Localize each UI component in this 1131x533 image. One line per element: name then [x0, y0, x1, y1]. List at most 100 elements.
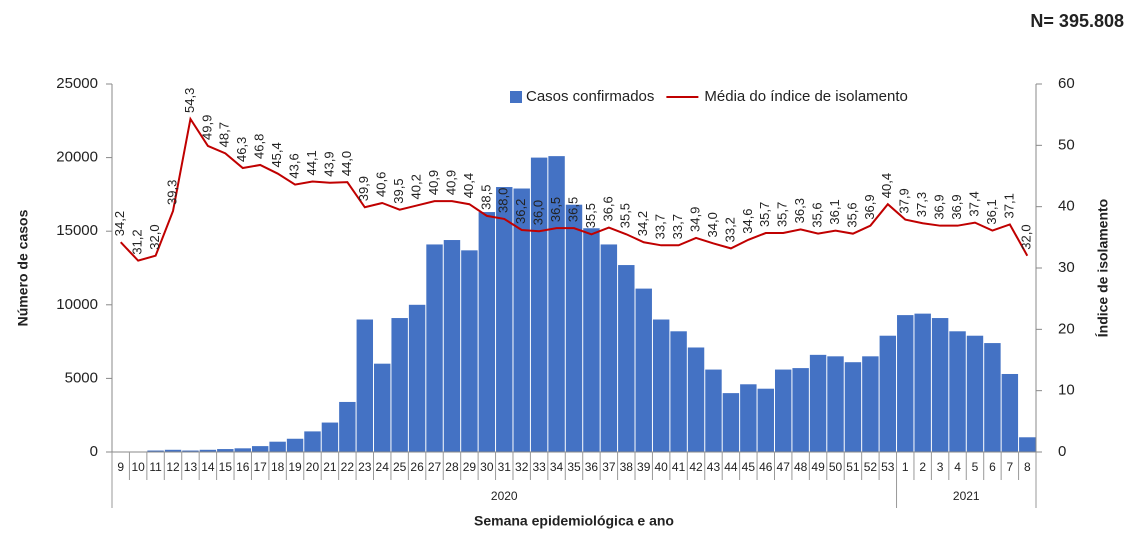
x-tick-label: 10 [131, 460, 145, 474]
x-tick-label: 25 [393, 460, 407, 474]
data-label: 37,4 [966, 191, 981, 216]
data-label: 35,7 [775, 202, 790, 227]
x-tick-label: 46 [759, 460, 773, 474]
data-label: 35,5 [583, 203, 598, 228]
y-tick-label: 15000 [56, 222, 98, 239]
data-label: 33,7 [653, 214, 668, 239]
y2-tick-label: 0 [1058, 443, 1066, 460]
bar [600, 244, 618, 452]
bar [722, 393, 740, 452]
y-tick-label: 20000 [56, 149, 98, 166]
x-tick-label: 50 [829, 460, 843, 474]
line [119, 116, 1029, 262]
bar [879, 335, 897, 452]
year-label: 2021 [953, 489, 980, 503]
x-tick-label: 19 [288, 460, 302, 474]
data-label: 40,6 [374, 172, 389, 197]
bar [931, 318, 949, 452]
bar [844, 362, 862, 452]
x-tick-label: 9 [117, 460, 124, 474]
x-tick-label: 11 [149, 460, 162, 474]
x-axis-title: Semana epidemiológica e ano [474, 513, 674, 529]
x-tick-label: 53 [881, 460, 895, 474]
data-label: 45,4 [269, 142, 284, 167]
data-label: 33,2 [722, 217, 737, 242]
bar [164, 449, 182, 452]
y-tick-label: 25000 [56, 75, 98, 92]
y2-tick-label: 20 [1058, 320, 1075, 337]
y2-tick-label: 30 [1058, 259, 1075, 276]
x-tick-label: 47 [777, 460, 791, 474]
x-tick-label: 27 [428, 460, 442, 474]
data-label: 36,0 [531, 200, 546, 225]
data-label: 40,4 [461, 173, 476, 198]
bar [234, 448, 251, 452]
x-tick-label: 2 [919, 460, 926, 474]
x-tick-label: 24 [376, 460, 390, 474]
data-label: 40,2 [409, 174, 424, 199]
data-label: 36,9 [862, 194, 877, 219]
legend-swatch [510, 91, 522, 103]
bar [496, 187, 513, 453]
data-label: 36,9 [932, 194, 947, 219]
bar [862, 356, 879, 452]
x-tick-label: 38 [620, 460, 634, 474]
x-tick-label: 52 [864, 460, 878, 474]
data-label: 54,3 [182, 88, 197, 113]
bar [461, 250, 478, 452]
data-label: 39,3 [164, 180, 179, 205]
data-label: 35,6 [810, 202, 825, 227]
legend-label: Média do índice de isolamento [704, 88, 907, 105]
bar [408, 304, 426, 452]
data-label: 34,6 [740, 208, 755, 233]
bar [304, 431, 321, 452]
data-label: 34,2 [635, 211, 650, 236]
bar [827, 356, 844, 452]
y-tick-label: 5000 [65, 369, 98, 386]
bar [321, 422, 339, 452]
y-tick-label: 10000 [56, 296, 98, 313]
data-label: 33,7 [670, 214, 685, 239]
bar [199, 449, 217, 452]
data-label: 34,9 [687, 207, 702, 232]
legend-label: Casos confirmados [526, 88, 654, 105]
data-label: 36,3 [792, 198, 807, 223]
data-label: 35,6 [844, 202, 859, 227]
x-tick-label: 40 [654, 460, 668, 474]
data-label: 46,3 [234, 137, 249, 162]
x-tick-label: 1 [902, 460, 909, 474]
x-tick-label: 32 [515, 460, 529, 474]
bar [705, 369, 722, 452]
data-label: 38,0 [496, 188, 511, 213]
data-label: 37,3 [914, 192, 929, 217]
x-tick-label: 49 [811, 460, 825, 474]
x-tick-label: 12 [166, 460, 180, 474]
data-label: 36,1 [984, 199, 999, 224]
bar [1019, 437, 1036, 452]
bar [147, 450, 164, 452]
y2-axis-title: Índice de isolamento [1095, 199, 1111, 337]
x-tick-label: 48 [794, 460, 808, 474]
data-label: 48,7 [217, 122, 232, 147]
data-label: 37,9 [897, 188, 912, 213]
y2-tick-label: 10 [1058, 382, 1075, 399]
x-tick-label: 43 [707, 460, 721, 474]
x-tick-label: 3 [937, 460, 944, 474]
y2-tick-label: 60 [1058, 75, 1075, 92]
bar [670, 331, 687, 452]
bar [809, 354, 827, 452]
bar [1001, 373, 1019, 452]
x-tick-label: 51 [846, 460, 860, 474]
x-tick-label: 44 [724, 460, 738, 474]
data-label: 39,5 [391, 178, 406, 203]
bar [966, 335, 984, 452]
data-label: 39,9 [356, 176, 371, 201]
x-tick-label: 42 [689, 460, 703, 474]
data-label: 44,0 [339, 151, 354, 176]
bar [914, 313, 931, 452]
bar [897, 315, 914, 452]
x-tick-label: 33 [532, 460, 546, 474]
data-label: 34,0 [705, 212, 720, 237]
data-label: 40,9 [426, 170, 441, 195]
